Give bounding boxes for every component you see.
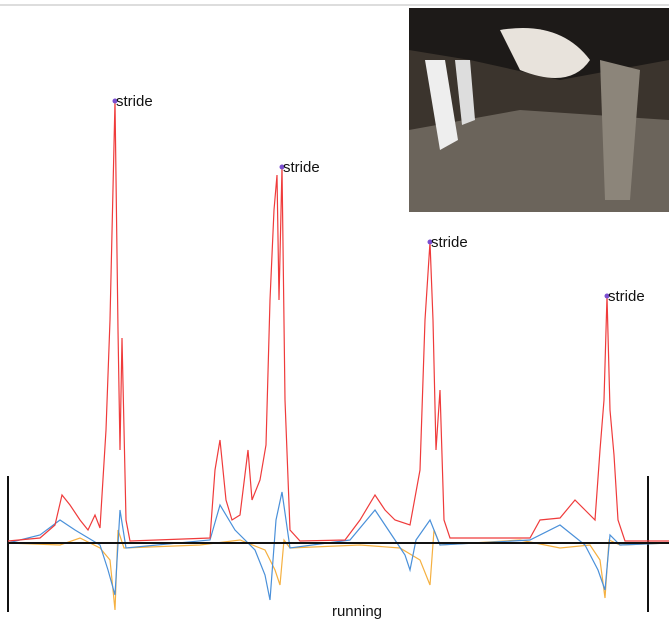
stride-label: stride xyxy=(608,288,645,305)
stride-label: stride xyxy=(116,93,153,110)
signal-view: stride stride stride stride running xyxy=(0,0,669,625)
page: stride stride stride stride running (() … xyxy=(0,0,669,625)
caption: running xyxy=(332,603,382,620)
stride-label: stride xyxy=(283,159,320,176)
stride-label: stride xyxy=(431,234,468,251)
photo xyxy=(409,8,669,212)
